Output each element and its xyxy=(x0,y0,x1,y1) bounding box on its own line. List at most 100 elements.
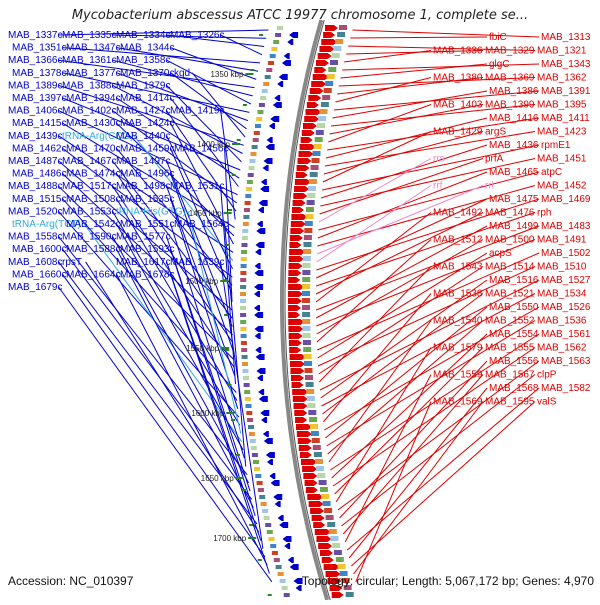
gene-label-left[interactable]: MAB_1553c xyxy=(62,206,116,217)
gene-label-right[interactable]: acpS xyxy=(489,248,512,259)
gene-label-right[interactable]: MAB_1343 xyxy=(541,59,591,70)
gene-label-left[interactable]: MAB_1551c xyxy=(120,219,174,230)
gene-label-left[interactable]: MAB_1639c xyxy=(170,257,224,268)
gene-label-right[interactable]: MAB_1595 xyxy=(485,397,535,408)
gene-label-right[interactable]: MAB_1399 xyxy=(485,100,535,111)
gene-label-left[interactable]: MAB_1459c xyxy=(120,143,174,154)
gene-label-left[interactable]: tRNA-Arg(TCT) xyxy=(12,219,81,230)
gene-label-left[interactable]: MAB_1515c xyxy=(12,194,66,205)
gene-label-left[interactable]: MAB_1456c xyxy=(174,143,228,154)
gene-label-left[interactable]: MAB_1366c xyxy=(8,55,62,66)
gene-label-right[interactable]: MAB_1538 xyxy=(433,289,483,300)
gene-label-left[interactable]: MAB_1439c xyxy=(8,131,62,142)
gene-label-right[interactable]: MAB_1452 xyxy=(537,181,587,192)
gene-label-left[interactable]: MAB_1351c xyxy=(12,43,66,54)
gene-label-right[interactable]: MAB_1500 xyxy=(485,235,535,246)
gene-label-left[interactable]: MAB_1415c xyxy=(12,118,66,129)
gene-label-right[interactable]: MAB_1552 xyxy=(485,316,535,327)
gene-label-right[interactable]: MAB_1540 xyxy=(433,316,483,327)
gene-label-left[interactable]: MAB_1600c xyxy=(12,244,66,255)
gene-label-left[interactable]: MAB_1660c xyxy=(12,269,66,280)
gene-label-right[interactable]: MAB_1336 xyxy=(433,46,483,57)
gene-label-left[interactable]: MAB_1337c xyxy=(8,30,62,41)
gene-label-right[interactable]: MAB_1321 xyxy=(537,46,587,57)
gene-label-right[interactable]: MAB_1502 xyxy=(541,248,591,259)
gene-label-left[interactable]: MAB_1394c xyxy=(66,93,120,104)
gene-label-left[interactable]: MAB_1535c xyxy=(120,194,174,205)
gene-label-left[interactable]: MAB_1487c xyxy=(8,156,62,167)
gene-label-left[interactable]: MAB_1427c xyxy=(116,106,170,117)
gene-label-right[interactable]: MAB_1521 xyxy=(485,289,535,300)
gene-label-right[interactable]: fbiC xyxy=(489,32,507,43)
gene-label-right[interactable]: prfA xyxy=(485,154,504,165)
gene-label-left[interactable]: MAB_1679c xyxy=(8,282,62,293)
gene-label-left[interactable]: MAB_1378c xyxy=(12,68,66,79)
gene-label-left[interactable]: MAB_1370c xyxy=(120,68,174,79)
gene-label-right[interactable]: MAB_1568 xyxy=(489,383,539,394)
gene-label-right[interactable]: MAB_1516 xyxy=(489,275,539,286)
gene-label-right[interactable]: MAB_1403 xyxy=(433,100,483,111)
gene-label-right[interactable]: MAB_1527 xyxy=(541,275,591,286)
gene-label-left[interactable]: MAB_1474c xyxy=(66,169,120,180)
gene-label-right[interactable]: MAB_1329 xyxy=(485,46,535,57)
gene-label-right[interactable]: MAB_1543 xyxy=(433,262,483,273)
gene-label-left[interactable]: MAB_1488c xyxy=(8,181,62,192)
gene-label-left[interactable]: kgd xyxy=(174,68,190,79)
gene-label-right[interactable]: MAB_1499 xyxy=(489,221,539,232)
gene-label-right[interactable]: MAB_1469 xyxy=(541,194,591,205)
gene-label-left[interactable]: MAB_1517c xyxy=(62,181,116,192)
gene-label-right[interactable]: MAB_1369 xyxy=(485,73,535,84)
gene-label-right[interactable]: MAB_1429 xyxy=(433,127,483,138)
gene-label-left[interactable]: MAB_1590c xyxy=(62,232,116,243)
gene-label-left[interactable]: tRNA-His(GTG) xyxy=(116,206,186,217)
gene-label-left[interactable]: MAB_1335c xyxy=(62,30,116,41)
gene-label-right[interactable]: MAB_1313 xyxy=(541,32,591,43)
gene-label-right[interactable]: MAB_1534 xyxy=(537,289,587,300)
gene-label-left[interactable]: MAB_1402c xyxy=(62,106,116,117)
gene-label-left[interactable]: MAB_1379c xyxy=(116,80,170,91)
gene-label-right[interactable]: argS xyxy=(485,127,506,138)
gene-label-right[interactable]: rrf xyxy=(433,181,443,192)
gene-label-right[interactable]: MAB_1555 xyxy=(485,343,535,354)
gene-label-right[interactable]: MAB_1451 xyxy=(537,154,587,165)
gene-label-right[interactable]: rrs xyxy=(433,154,445,165)
gene-label-left[interactable]: MAB_1617c xyxy=(116,257,170,268)
gene-label-left[interactable]: MAB_1419c xyxy=(170,106,224,117)
gene-label-right[interactable]: MAB_1491 xyxy=(537,235,587,246)
gene-label-right[interactable]: clpP xyxy=(537,370,557,381)
gene-label-left[interactable]: MAB_1414c xyxy=(120,93,174,104)
gene-label-right[interactable]: MAB_1492 xyxy=(433,208,483,219)
gene-label-right[interactable]: MAB_1536 xyxy=(537,316,587,327)
gene-label-left[interactable]: MAB_1508c xyxy=(66,194,120,205)
gene-label-right[interactable]: rpmE1 xyxy=(541,140,571,151)
gene-label-left[interactable]: MAB_1608c xyxy=(8,257,62,268)
gene-label-right[interactable]: MAB_1395 xyxy=(537,100,587,111)
gene-label-left[interactable]: MAB_1558c xyxy=(8,232,62,243)
gene-label-left[interactable]: MAB_1496c xyxy=(120,169,174,180)
gene-label-left[interactable]: MAB_1358c xyxy=(116,55,170,66)
gene-label-left[interactable]: MAB_1388c xyxy=(62,80,116,91)
gene-label-right[interactable]: MAB_1475 xyxy=(489,194,539,205)
gene-label-left[interactable]: MAB_1470c xyxy=(66,143,120,154)
gene-label-left[interactable]: MAB_1430c xyxy=(66,118,120,129)
gene-label-right[interactable]: MAB_1556 xyxy=(489,356,539,367)
gene-label-right[interactable]: MAB_1554 xyxy=(489,329,539,340)
gene-label-right[interactable]: MAB_1526 xyxy=(541,302,591,313)
gene-label-right[interactable]: MAB_1362 xyxy=(537,73,587,84)
gene-label-left[interactable]: MAB_1531c xyxy=(170,181,224,192)
gene-label-right[interactable]: MAB_1550 xyxy=(489,302,539,313)
gene-labels[interactable]: MAB_1337c MAB_1335c MAB_1334c MAB_1326c MAB_… xyxy=(8,30,591,408)
gene-label-right[interactable]: MAB_1563 xyxy=(541,356,591,367)
gene-label-left[interactable]: MAB_1664c xyxy=(66,269,120,280)
gene-label-left[interactable]: rpsT xyxy=(62,257,82,268)
gene-label-right[interactable]: MAB_1582 xyxy=(541,383,591,394)
gene-label-left[interactable]: MAB_1520c xyxy=(8,206,62,217)
gene-label-right[interactable]: atpC xyxy=(541,167,562,178)
gene-label-left[interactable]: MAB_1542c xyxy=(66,219,120,230)
gene-label-left[interactable]: MAB_1334c xyxy=(116,30,170,41)
gene-label-right[interactable]: MAB_1561 xyxy=(541,329,591,340)
gene-label-right[interactable]: MAB_1386 xyxy=(489,86,539,97)
gene-label-left[interactable]: MAB_1462c xyxy=(12,143,66,154)
gene-label-left[interactable]: MAB_1397c xyxy=(12,93,66,104)
gene-label-right[interactable]: MAB_1483 xyxy=(541,221,591,232)
